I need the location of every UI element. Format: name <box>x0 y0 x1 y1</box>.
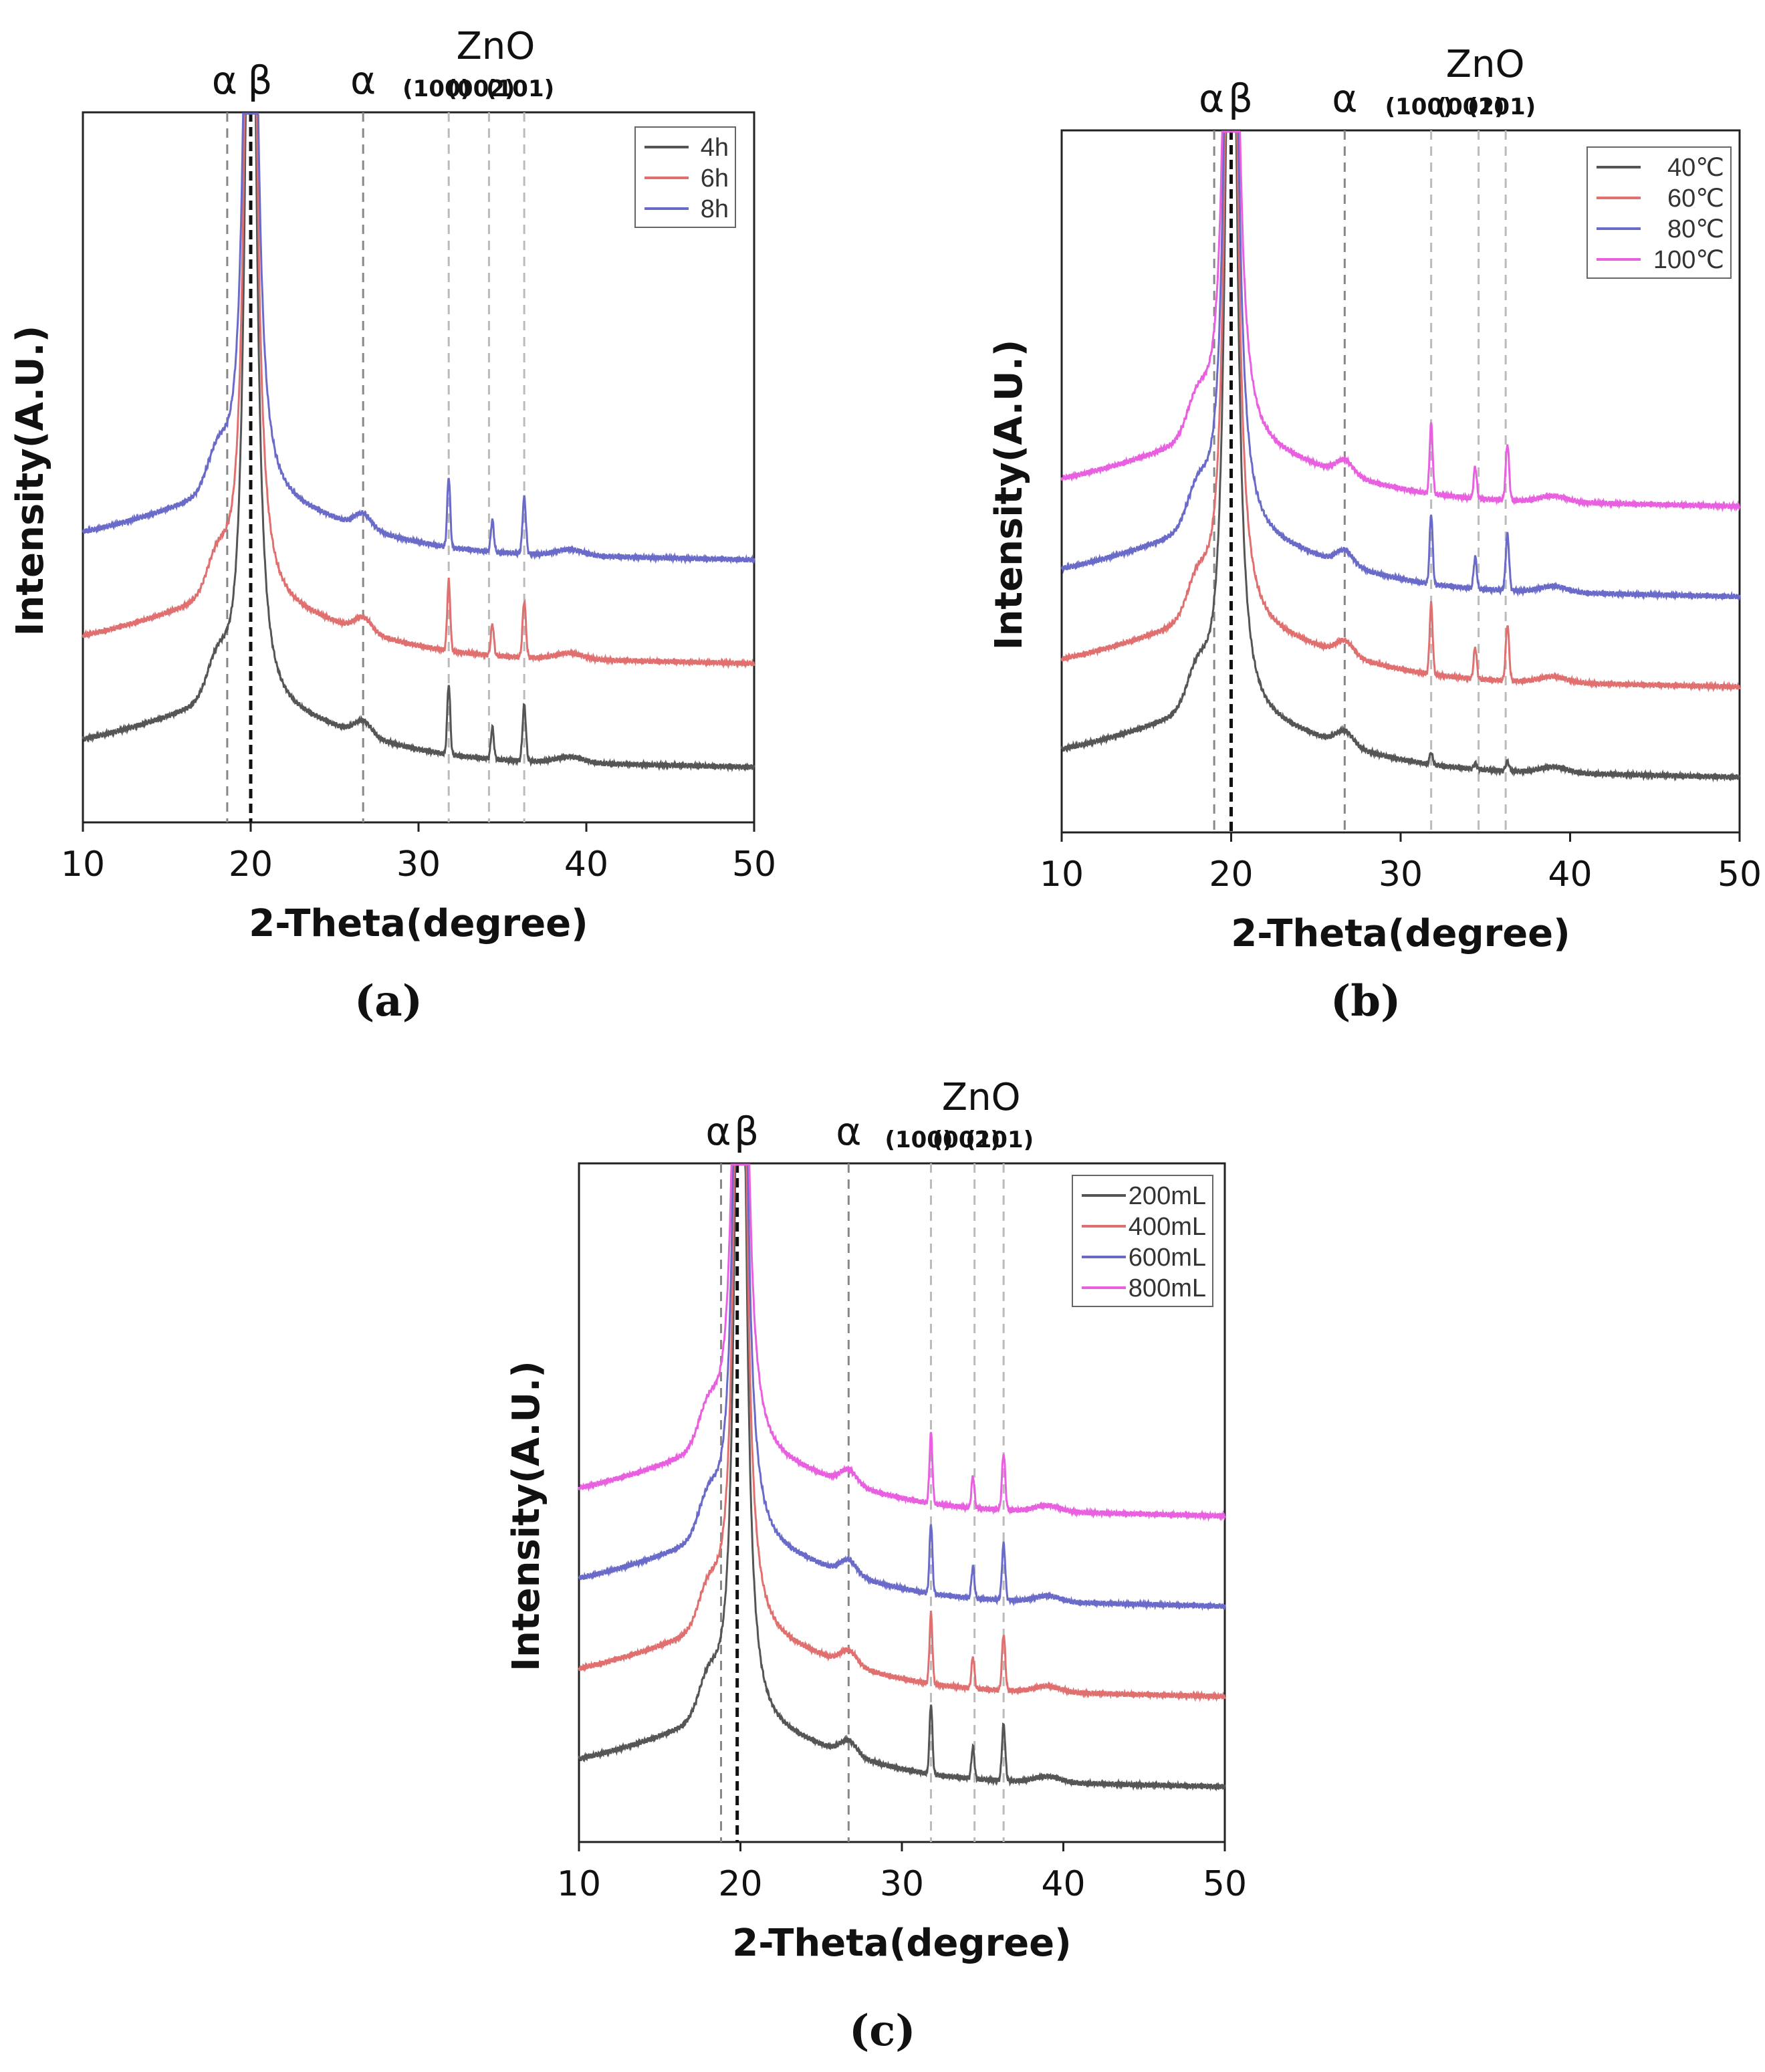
y-axis-title: Intensity(A.U.) <box>9 326 52 637</box>
x-tick-label: 30 <box>1379 854 1423 895</box>
series-line <box>578 1163 1226 1611</box>
alpha-label: α <box>212 57 237 103</box>
x-tick-label: 10 <box>1040 854 1084 895</box>
legend-label: 100℃ <box>1653 246 1724 274</box>
alpha-label: α <box>836 1109 861 1154</box>
xrd-chart-c: 10 20 30 40 50 2-Theta(degree) Intensity(A.U.)… <box>505 1076 1247 1965</box>
beta-label: β <box>734 1109 759 1154</box>
hkl-label: (101) <box>1467 94 1536 120</box>
series-line <box>578 1163 1226 1522</box>
xrd-chart-a: 10 20 30 40 50 2-Theta(degree) Intensity(A.U.)… <box>9 25 776 945</box>
series-line <box>1060 130 1741 783</box>
legend-label: 40℃ <box>1667 154 1724 182</box>
legend-label: 200mL <box>1129 1182 1206 1210</box>
x-tick-label: 20 <box>229 844 273 885</box>
x-tick-label: 10 <box>557 1864 601 1904</box>
x-tick-label: 30 <box>880 1864 924 1904</box>
series-line <box>1060 130 1741 693</box>
panel-label-c: (c) <box>849 2006 916 2056</box>
series-line <box>1060 130 1741 513</box>
chart-panel-a: 10 20 30 40 50 2-Theta(degree) Intensity(A.U.)… <box>0 13 882 1026</box>
series-line <box>578 1163 1226 1702</box>
series-line <box>82 112 755 773</box>
y-axis-title: Intensity(A.U.) <box>987 340 1031 651</box>
x-axis-title: 2-Theta(degree) <box>1231 912 1570 955</box>
hkl-label: (101) <box>965 1127 1034 1153</box>
legend-label: 400mL <box>1129 1213 1206 1241</box>
chart-panel-c: 10 20 30 40 50 2-Theta(degree) Intensity(A.U.)… <box>441 1043 1324 2056</box>
x-axis-title: 2-Theta(degree) <box>732 1922 1072 1965</box>
series-line <box>82 112 755 565</box>
hkl-label: (002) <box>933 1127 1001 1153</box>
legend-label: 60℃ <box>1667 185 1724 213</box>
x-tick-label: 30 <box>396 844 441 885</box>
hkl-label: (002) <box>447 76 515 102</box>
x-tick-label: 50 <box>732 844 776 885</box>
legend-box <box>1586 146 1732 279</box>
beta-label: β <box>1228 76 1253 121</box>
x-tick-label: 50 <box>1718 854 1762 895</box>
hkl-label: (002) <box>1437 94 1505 120</box>
hkl-label: (100) <box>885 1127 953 1153</box>
legend-label: 6h <box>701 164 729 193</box>
hkl-label: (101) <box>486 76 554 102</box>
legend-label: 8h <box>701 195 729 223</box>
legend-label: 4h <box>701 134 729 162</box>
panel-label-b: (b) <box>1330 976 1401 1026</box>
hkl-label: (100) <box>402 76 471 102</box>
legend-label: 600mL <box>1129 1244 1206 1272</box>
alpha-label: α <box>705 1109 731 1154</box>
x-axis-title: 2-Theta(degree) <box>249 902 588 945</box>
series-line <box>578 1163 1226 1792</box>
x-tick-label: 10 <box>61 844 105 885</box>
x-tick-label: 40 <box>1041 1864 1085 1904</box>
panel-label-a: (a) <box>354 976 423 1026</box>
x-tick-label: 50 <box>1203 1864 1247 1904</box>
x-tick-label: 40 <box>1548 854 1592 895</box>
chart-panel-b: 10 20 30 40 50 2-Theta(degree) Intensity(A.U.)… <box>882 13 1765 1026</box>
y-axis-title: Intensity(A.U.) <box>505 1361 548 1672</box>
legend-box <box>1072 1175 1213 1307</box>
beta-label: β <box>247 57 272 103</box>
legend-label: 80℃ <box>1667 215 1724 243</box>
alpha-label: α <box>1332 76 1357 121</box>
x-tick-label: 20 <box>1209 854 1253 895</box>
hkl-label: (100) <box>1385 94 1453 120</box>
series-line <box>1060 130 1741 602</box>
series-line <box>82 112 755 669</box>
x-tick-label: 20 <box>718 1864 762 1904</box>
xrd-chart-b: 10 20 30 40 50 2-Theta(degree) Intensity(A.U.)… <box>987 43 1762 955</box>
alpha-label: α <box>1199 76 1224 121</box>
zno-label: ZnO <box>456 25 535 68</box>
zno-label: ZnO <box>942 1076 1021 1119</box>
x-tick-label: 40 <box>564 844 608 885</box>
alpha-label: α <box>350 57 376 103</box>
legend-label: 800mL <box>1129 1274 1206 1302</box>
zno-label: ZnO <box>1446 43 1525 86</box>
